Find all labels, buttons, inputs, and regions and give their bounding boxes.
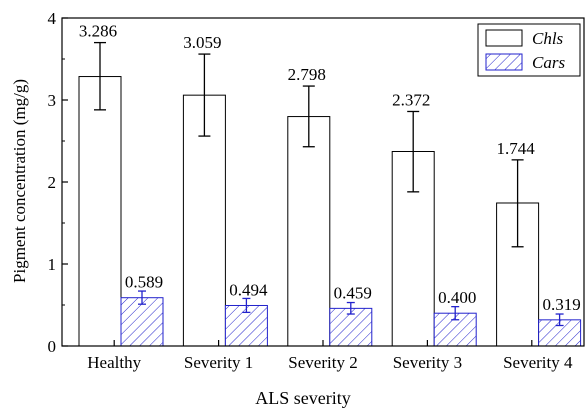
- legend-swatch-chls: [485, 29, 523, 47]
- bar-chls: [287, 116, 331, 347]
- x-tick-label: Severity 1: [184, 353, 253, 372]
- legend: Chls Cars: [477, 23, 581, 77]
- x-axis-label: ALS severity: [255, 388, 350, 408]
- y-axis-label: Pigment concentration (mg/g): [10, 79, 29, 283]
- x-tick-label: Severity 2: [288, 353, 357, 372]
- data-label-cars: 0.459: [334, 283, 372, 302]
- data-label-chls: 3.286: [79, 22, 117, 41]
- legend-label-cars: Cars: [532, 53, 565, 72]
- y-tick-label: 0: [48, 337, 57, 356]
- y-tick-label: 1: [48, 255, 57, 274]
- y-tick-label: 3: [48, 91, 57, 110]
- data-label-cars: 0.494: [229, 280, 268, 299]
- data-label-cars: 0.400: [438, 288, 476, 307]
- data-label-cars: 0.589: [125, 273, 163, 292]
- data-label-chls: 3.059: [183, 33, 221, 52]
- y-tick-label: 4: [48, 9, 57, 28]
- legend-label-chls: Chls: [532, 29, 564, 48]
- legend-swatch-cars: [485, 53, 523, 71]
- data-label-chls: 2.798: [288, 65, 326, 84]
- y-tick-label: 2: [48, 173, 57, 192]
- x-tick-label: Severity 4: [503, 353, 573, 372]
- bar-chls: [78, 76, 122, 347]
- data-label-chls: 1.744: [496, 139, 535, 158]
- bar-cars: [120, 297, 164, 347]
- x-tick-label: Severity 3: [393, 353, 462, 372]
- x-tick-label: Healthy: [87, 353, 141, 372]
- data-label-chls: 2.372: [392, 90, 430, 109]
- data-label-cars: 0.319: [542, 295, 580, 314]
